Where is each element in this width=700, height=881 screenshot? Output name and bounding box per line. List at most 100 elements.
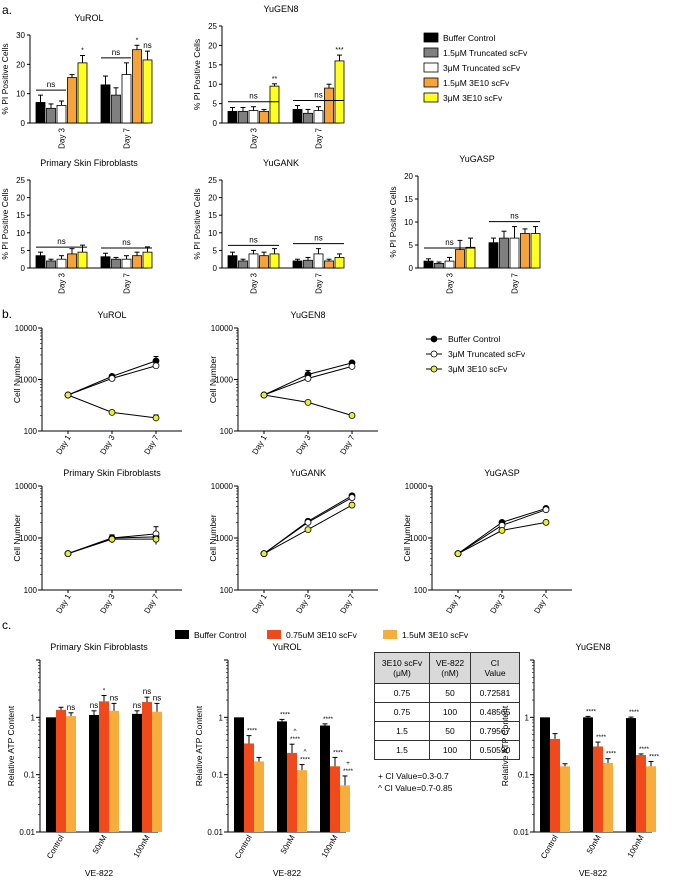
bar	[259, 255, 269, 269]
bar	[540, 717, 550, 832]
significance-label: ns	[314, 234, 322, 243]
legend-c: Buffer Control 0.75uM 3E10 scFv 1.5uM 3E10…	[175, 630, 469, 640]
bar	[89, 714, 99, 832]
significance-mark: ****	[247, 728, 258, 735]
bar	[234, 717, 244, 832]
y-tick-label: 10	[16, 229, 25, 238]
x-tick-label: Day 7	[123, 127, 132, 148]
bar	[583, 717, 593, 832]
significance-label: ns	[249, 235, 257, 244]
legend-swatch	[423, 32, 439, 43]
legend-swatch	[175, 630, 189, 639]
chart-title: Primary Skin Fibroblasts	[50, 642, 148, 652]
x-tick-label: 100nM	[320, 833, 340, 859]
bar	[238, 110, 248, 124]
x-tick-label: Day 1	[54, 592, 73, 615]
bar	[111, 94, 121, 124]
y-axis-label: Cell Number	[402, 514, 412, 561]
bar	[499, 237, 509, 269]
y-tick-label: 100	[220, 586, 234, 595]
y-axis-label: Cell Number	[208, 356, 218, 403]
bar	[67, 253, 77, 269]
legend-b: Buffer Control 3μM Truncated scFv 3μM 3E10…	[426, 334, 526, 374]
significance-mark: ns	[143, 41, 151, 50]
data-point	[348, 494, 356, 501]
chart-a-yurol: YuROL % PI Positive Cells 0 10 20 30 * ns Day 3 *…	[0, 13, 153, 149]
significance-mark: ns	[67, 703, 75, 712]
ci-cell: 0.75	[374, 702, 430, 722]
x-tick-label: Day 3	[294, 592, 313, 615]
data-point	[454, 550, 462, 558]
legend-label: Buffer Control	[448, 334, 500, 344]
y-axis-label: % PI Positive Cells	[192, 188, 202, 259]
significance-label: ns	[314, 91, 322, 100]
bar	[46, 260, 56, 269]
bar	[423, 260, 434, 269]
x-tick-label: Day 7	[123, 272, 132, 293]
chart-title: YuROL	[97, 310, 126, 320]
ci-cell: 50	[429, 683, 471, 703]
x-tick-label: Day 3	[446, 272, 455, 293]
bar	[292, 109, 303, 124]
bar	[646, 766, 656, 832]
legend-label: Buffer Control	[443, 33, 495, 43]
bar	[324, 260, 334, 269]
chart-b-yugank: YuGANK Cell Number 100 1000 10000 Day 1 Day 3 D…	[208, 468, 378, 615]
x-tick-label: Day 3	[98, 433, 117, 456]
legend-label: Buffer Control	[194, 630, 246, 640]
bar	[46, 107, 56, 124]
y-tick-label: 100	[24, 427, 38, 436]
bar	[550, 738, 560, 832]
bar	[636, 755, 646, 832]
x-tick-label: Day 3	[58, 127, 67, 148]
significance-mark: ****	[629, 709, 640, 716]
x-tick-label: Control	[539, 833, 560, 860]
y-tick-label: 15	[404, 195, 413, 204]
bar	[66, 716, 76, 832]
ci-header-cell: VE-822 (nM)	[429, 652, 471, 684]
bar	[142, 59, 153, 124]
y-tick-label: 1000	[409, 534, 427, 543]
y-tick-label: 20	[16, 194, 25, 203]
panel-label-b: b.	[2, 307, 12, 321]
y-tick-label: 100	[414, 586, 428, 595]
x-tick-label: Day 7	[511, 272, 520, 293]
bar	[530, 233, 541, 269]
x-tick-label: Control	[233, 833, 254, 860]
significance-mark: ***	[335, 47, 343, 54]
bar	[109, 710, 119, 832]
y-tick-label: 0.1	[518, 771, 530, 780]
y-tick-label: 15	[16, 211, 25, 220]
y-axis-label: % PI Positive Cells	[192, 39, 202, 110]
ci-header-cell: 3E10 scFv (μM)	[374, 652, 430, 684]
ci-table-header: 3E10 scFv (μM) VE-822 (nM) CI Value	[374, 652, 520, 684]
legend-swatch	[267, 630, 281, 639]
x-tick-label: Day 3	[98, 592, 117, 615]
significance-label: ns	[249, 92, 257, 101]
significance-mark: ****	[290, 736, 301, 743]
panel-label-a: a.	[2, 3, 12, 17]
bar	[77, 251, 88, 269]
bar	[297, 770, 307, 832]
data-point	[348, 362, 356, 370]
bar	[132, 713, 142, 832]
significance-label: ns	[57, 237, 65, 246]
y-tick-label: 5	[21, 246, 26, 255]
y-tick-label: 5	[213, 246, 218, 255]
legend-swatch	[423, 47, 439, 58]
chart-title: YuROL	[272, 642, 301, 652]
data-point	[348, 501, 356, 509]
bar	[56, 709, 66, 832]
x-tick-label: Day 7	[532, 592, 551, 615]
bar	[340, 785, 350, 832]
x-tick-label: Day 7	[338, 592, 357, 615]
significance-mark: ****	[280, 711, 291, 718]
bar	[35, 255, 46, 269]
bar	[152, 711, 162, 832]
legend-swatch	[423, 62, 439, 73]
bar	[132, 49, 142, 124]
bar	[132, 255, 142, 269]
significance-mark: ****	[586, 708, 597, 715]
significance-mark: *	[136, 37, 139, 44]
